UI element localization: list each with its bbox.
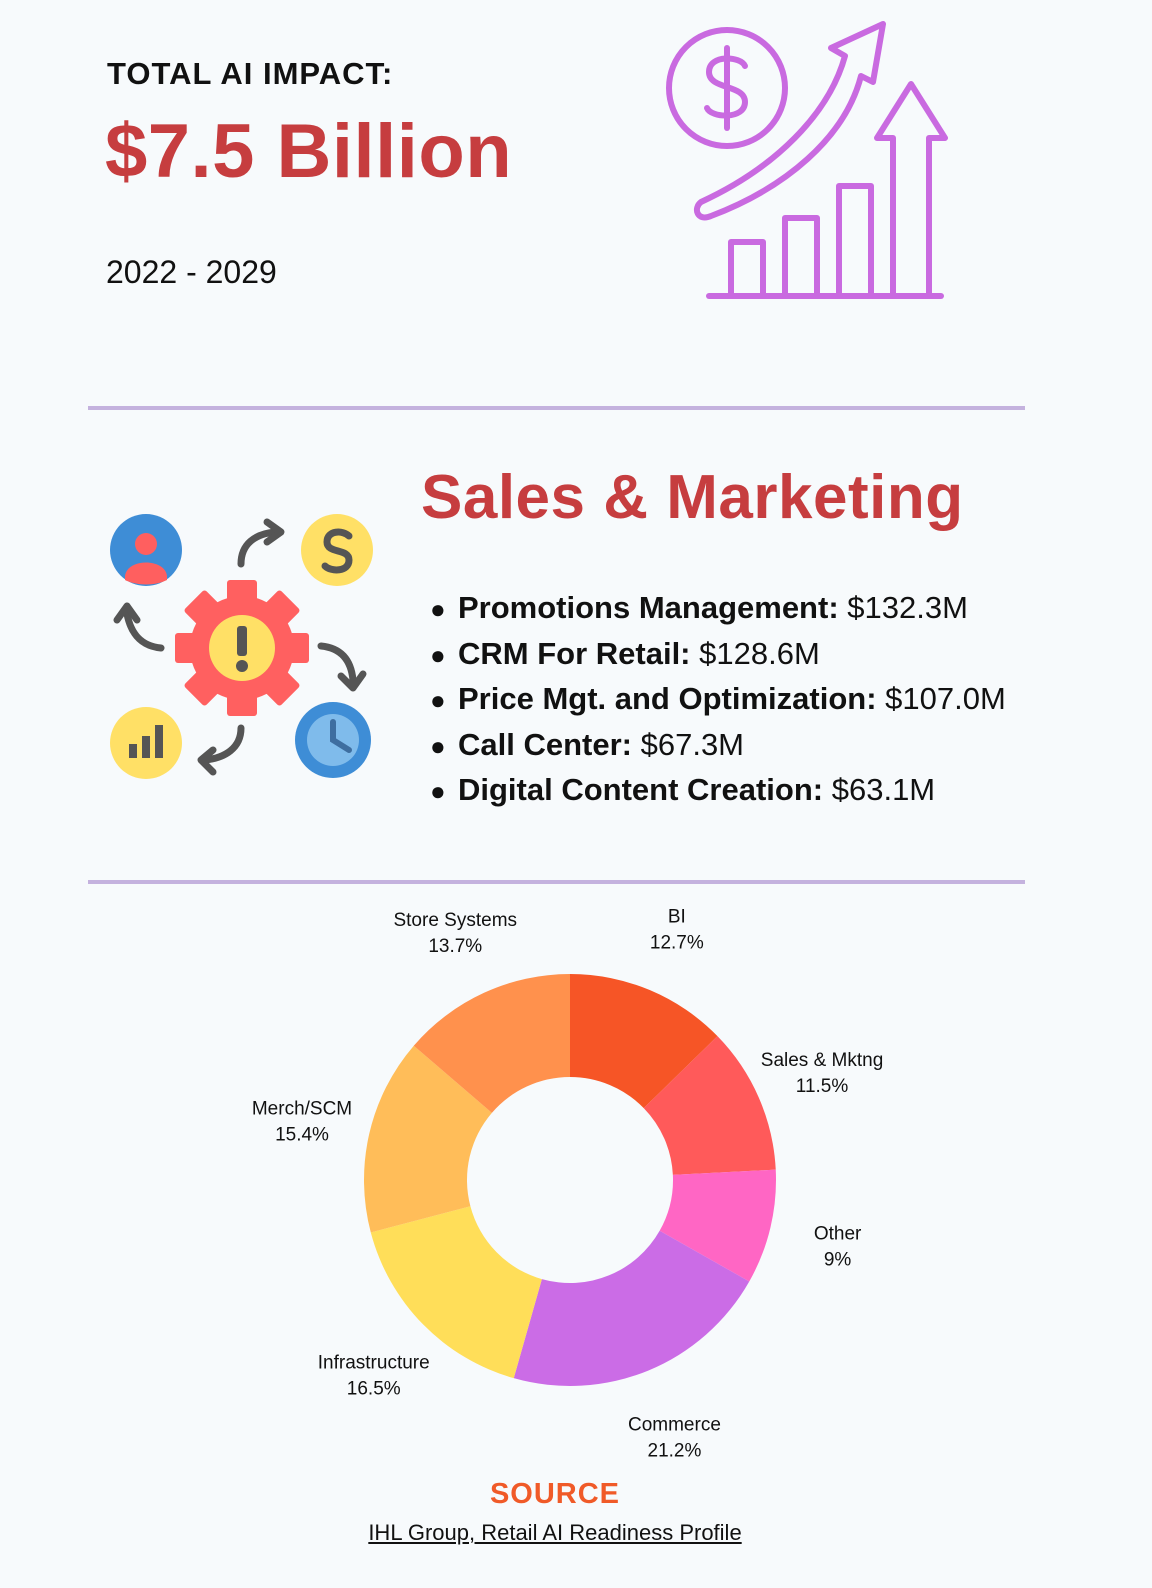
slice-value: 16.5%	[347, 1379, 401, 1400]
slice-category: Infrastructure	[318, 1353, 430, 1374]
list-item: ● Price Mgt. and Optimization: $107.0M	[430, 679, 1006, 725]
slice-label: Other 9%	[814, 1223, 862, 1270]
donut-slice	[513, 1230, 750, 1386]
list-item: ● CRM For Retail: $128.6M	[430, 634, 1006, 680]
slice-category: Commerce	[628, 1414, 721, 1435]
growth-chart-dollar-icon	[666, 21, 948, 299]
slice-label: Commerce 21.2%	[628, 1414, 721, 1460]
bullet-icon: ●	[430, 776, 446, 806]
gear-icon	[175, 580, 309, 716]
donut-slice	[643, 1036, 776, 1175]
bullet-icon: ●	[430, 594, 446, 624]
slice-value: 9%	[824, 1249, 852, 1270]
slice-category: Store Systems	[393, 910, 517, 931]
bullet-icon: ●	[430, 685, 446, 715]
section-divider	[88, 880, 1025, 884]
list-item: ● Call Center: $67.3M	[430, 725, 1006, 771]
user-icon	[110, 514, 182, 586]
slice-value: 11.5%	[796, 1076, 849, 1097]
total-impact-label: TOTAL AI IMPACT:	[107, 56, 394, 91]
donut-slice	[570, 974, 718, 1109]
dollar-coin-icon	[301, 514, 373, 586]
donut-slice	[364, 1045, 492, 1233]
slice-value: 13.7%	[428, 936, 482, 957]
slice-label: Merch/SCM 15.4%	[252, 1098, 352, 1145]
bullet-icon: ●	[430, 730, 446, 761]
slice-category: BI	[668, 907, 686, 928]
impact-year-range: 2022 - 2029	[106, 254, 277, 290]
slice-label: Sales & Mktng 11.5%	[761, 1050, 884, 1097]
total-impact-value: $7.5 Billion	[105, 109, 513, 194]
donut-slice	[413, 974, 570, 1113]
donut-slice	[659, 1169, 776, 1282]
slice-category: Sales & Mktng	[761, 1050, 884, 1071]
section-title: Sales & Marketing	[421, 463, 964, 532]
list-item: ● Promotions Management: $132.3M	[430, 588, 1006, 634]
bullet-icon: ●	[430, 639, 446, 670]
slice-category: Merch/SCM	[252, 1098, 352, 1119]
donut-chart: BI 12.7% Sales & Mktng 11.5% Other 9% Commerce…	[252, 907, 884, 1460]
section-divider	[88, 406, 1025, 410]
clock-icon	[295, 702, 371, 778]
source-link[interactable]: IHL Group, Retail AI Readiness Profile	[368, 1520, 742, 1545]
cycle-arrows-icon	[113, 518, 367, 776]
workflow-gear-icon	[110, 514, 373, 779]
slice-value: 15.4%	[275, 1124, 329, 1145]
sales-breakdown-list: ● Promotions Management: $132.3M ● CRM For…	[430, 588, 1006, 816]
list-item: ● Digital Content Creation: $63.1M	[430, 770, 1006, 816]
source-title: SOURCE	[489, 1478, 621, 1510]
slice-value: 12.7%	[650, 933, 704, 954]
bar-chart-coin-icon	[110, 707, 182, 779]
slice-label: Store Systems 13.7%	[393, 910, 517, 957]
slice-value: 21.2%	[648, 1440, 702, 1460]
slice-label: BI 12.7%	[650, 907, 704, 954]
slice-category: Other	[814, 1223, 862, 1244]
donut-slice	[370, 1206, 542, 1379]
slice-label: Infrastructure 16.5%	[318, 1353, 430, 1400]
